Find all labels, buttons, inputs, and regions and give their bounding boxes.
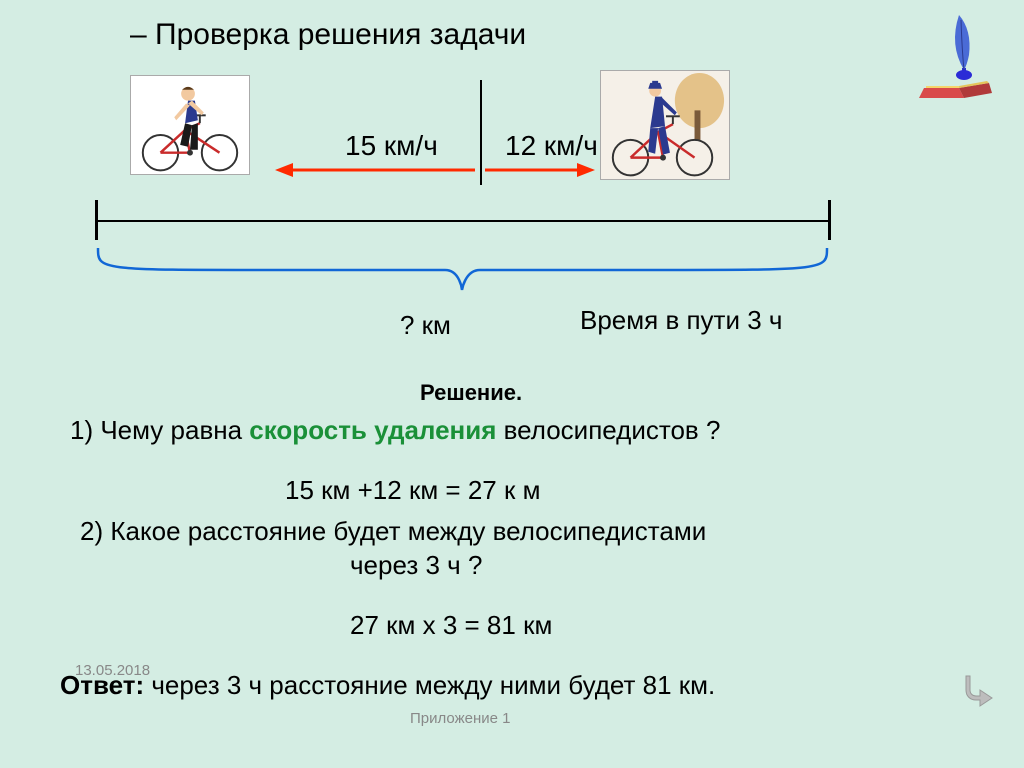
brace-icon [95, 245, 830, 295]
answer-label: Ответ: [60, 670, 144, 700]
cyclist-left-image [130, 75, 250, 175]
calculation-1: 15 км +12 км = 27 к м [285, 475, 540, 506]
arrow-right-icon [485, 155, 595, 185]
cyclist-right-image [600, 70, 730, 180]
answer-text: через 3 ч расстояние между ними будет 81… [144, 670, 715, 700]
return-button[interactable] [954, 668, 994, 708]
time-label: Время в пути 3 ч [580, 305, 782, 336]
q1-suffix: велосипедистов ? [496, 415, 720, 445]
calculation-2: 27 км х 3 = 81 км [350, 610, 552, 641]
question-2-line2: через 3 ч ? [350, 550, 482, 581]
q1-prefix: 1) Чему равна [70, 415, 249, 445]
slide: – Проверка решения задачи [0, 0, 1024, 768]
q1-rate-term: скорость удаления [249, 415, 496, 445]
distance-tick-right [828, 200, 831, 240]
question-2-line1: 2) Какое расстояние будет между велосипе… [80, 515, 706, 549]
appendix-label: Приложение 1 [410, 710, 511, 727]
distance-question: ? км [400, 310, 451, 341]
question-1: 1) Чему равна скорость удаления велосипе… [70, 415, 720, 446]
quill-book-icon [914, 10, 994, 100]
distance-tick-left [95, 200, 98, 240]
arrow-left-icon [275, 155, 475, 185]
distance-line [95, 220, 830, 222]
center-divider [480, 80, 482, 185]
answer: Ответ: через 3 ч расстояние между ними б… [60, 670, 715, 701]
solution-header: Решение. [420, 380, 522, 406]
u-turn-icon [954, 668, 994, 708]
page-title: – Проверка решения задачи [130, 18, 526, 52]
